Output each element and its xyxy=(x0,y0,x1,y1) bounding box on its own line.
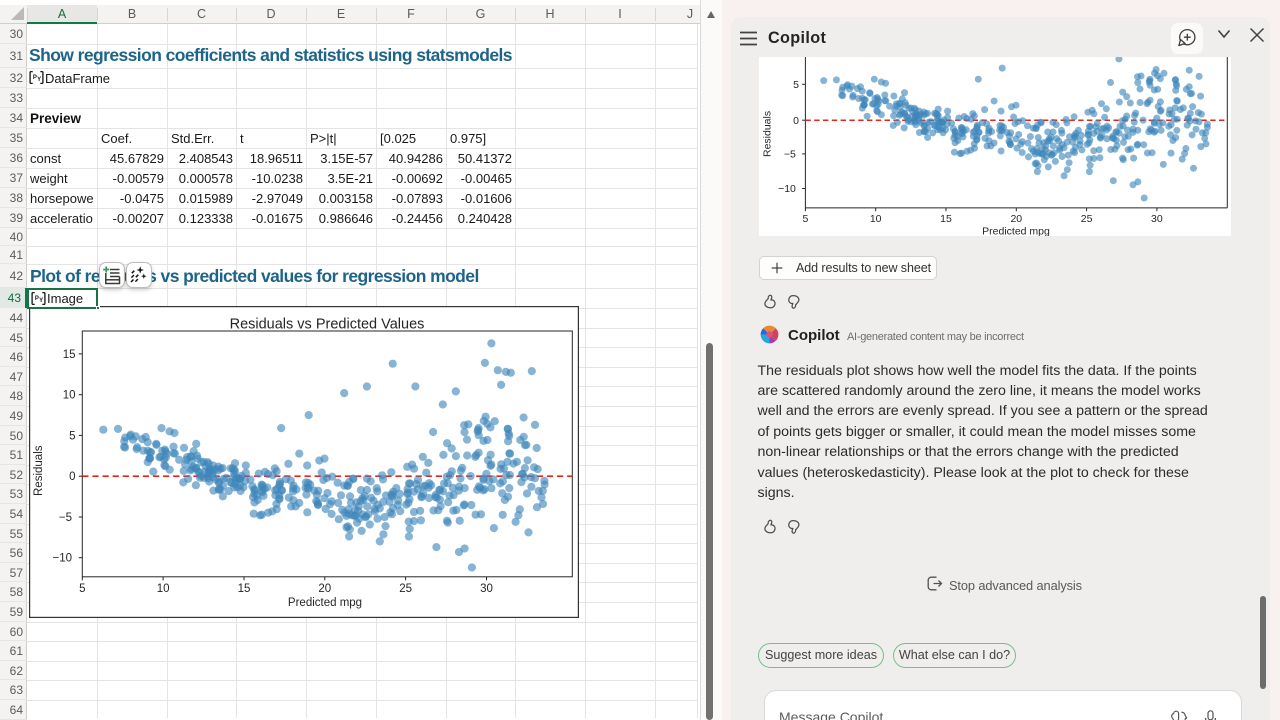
svg-text:20: 20 xyxy=(318,583,331,595)
svg-text:0: 0 xyxy=(69,471,75,483)
svg-text:−5: −5 xyxy=(59,512,72,524)
svg-text:10: 10 xyxy=(870,213,882,225)
svg-text:25: 25 xyxy=(399,583,412,595)
svg-text:Predicted mpg: Predicted mpg xyxy=(288,597,362,609)
svg-text:−10: −10 xyxy=(52,553,72,565)
svg-text:Predicted mpg: Predicted mpg xyxy=(982,226,1050,237)
svg-text:0: 0 xyxy=(793,115,799,127)
svg-text:5: 5 xyxy=(793,79,799,91)
svg-text:P: P xyxy=(35,295,39,301)
svg-text:20: 20 xyxy=(1010,213,1022,225)
svg-text:Residuals vs Predicted Values: Residuals vs Predicted Values xyxy=(230,317,425,333)
svg-text:15: 15 xyxy=(63,349,76,361)
svg-text:30: 30 xyxy=(1151,213,1163,225)
svg-text:25: 25 xyxy=(1081,213,1093,225)
svg-text:Residuals: Residuals xyxy=(33,445,45,496)
svg-text:5: 5 xyxy=(79,583,85,595)
svg-text:Y: Y xyxy=(39,297,43,303)
svg-text:P: P xyxy=(33,75,37,81)
svg-text:15: 15 xyxy=(940,213,952,225)
svg-text:−10: −10 xyxy=(778,183,796,195)
svg-text:Y: Y xyxy=(37,77,41,83)
svg-text:15: 15 xyxy=(238,583,251,595)
svg-text:−5: −5 xyxy=(784,149,796,161)
svg-text:5: 5 xyxy=(802,213,808,225)
svg-text:10: 10 xyxy=(157,583,170,595)
svg-text:30: 30 xyxy=(480,583,493,595)
svg-text:10: 10 xyxy=(63,390,76,402)
svg-text:5: 5 xyxy=(69,430,75,442)
svg-text:Residuals: Residuals xyxy=(762,111,774,157)
